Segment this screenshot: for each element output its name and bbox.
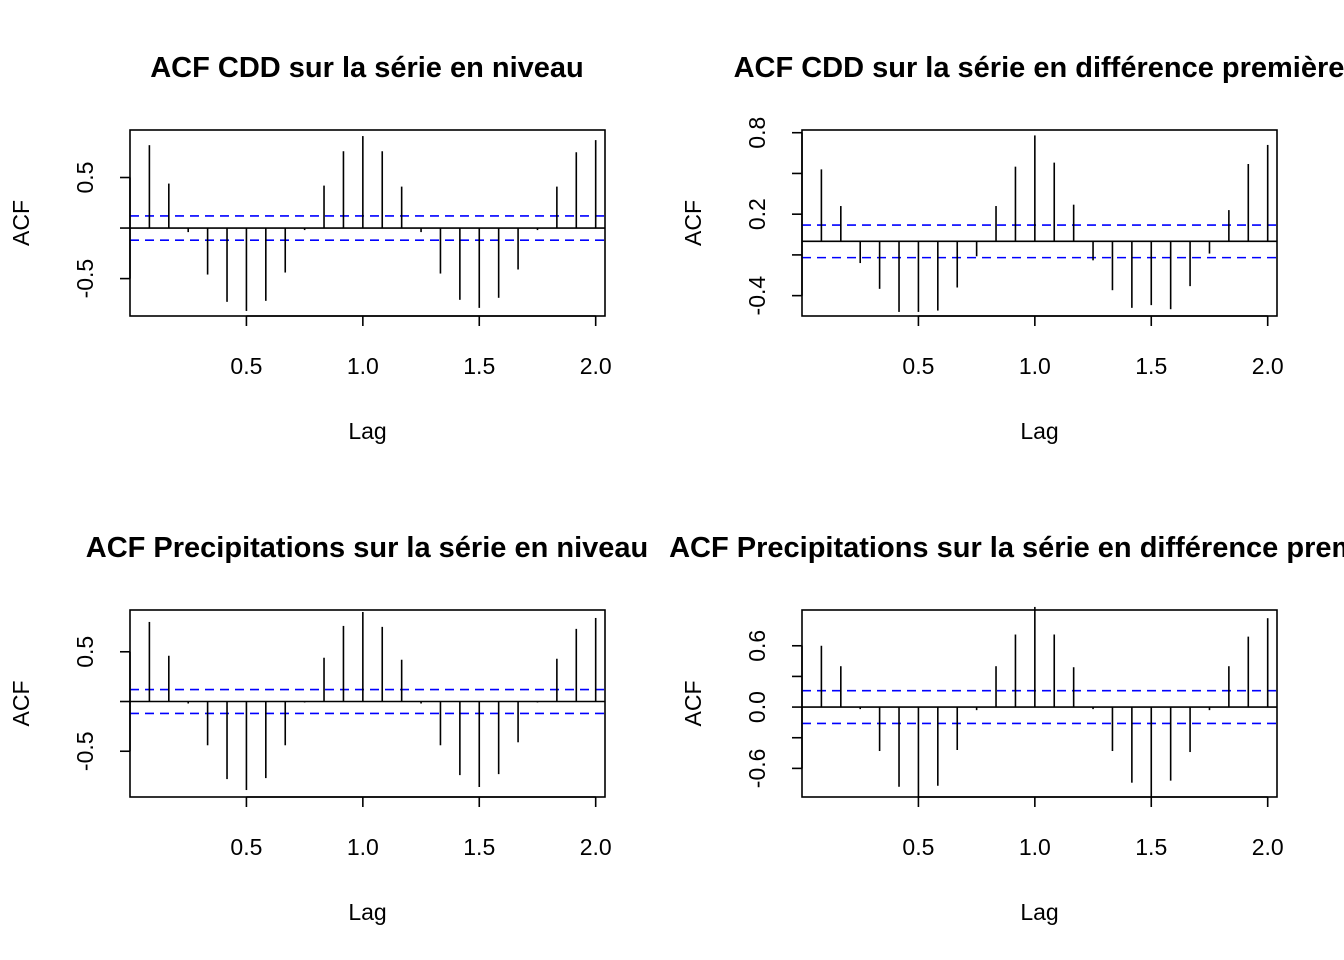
y-axis-label: ACF <box>8 681 34 727</box>
y-tick-label: 0.5 <box>72 162 98 194</box>
y-axis-label: ACF <box>680 681 706 727</box>
x-tick-label: 1.5 <box>463 353 495 379</box>
x-tick-label: 1.5 <box>1135 834 1167 860</box>
y-tick-label: 0.0 <box>744 691 770 723</box>
x-axis-label: Lag <box>1020 418 1058 444</box>
x-tick-label: 0.5 <box>902 353 934 379</box>
acf-panel-2: ACF CDD sur la série en différence premi… <box>680 52 1344 444</box>
x-tick-label: 2.0 <box>580 834 612 860</box>
x-tick-label: 2.0 <box>1252 834 1284 860</box>
x-tick-label: 0.5 <box>902 834 934 860</box>
x-tick-label: 1.5 <box>463 834 495 860</box>
y-tick-label: -0.4 <box>744 276 770 316</box>
y-tick-label: 0.6 <box>744 630 770 662</box>
x-tick-label: 1.0 <box>1019 353 1051 379</box>
x-tick-label: 1.0 <box>347 834 379 860</box>
x-tick-label: 0.5 <box>230 834 262 860</box>
y-tick-label: -0.6 <box>744 749 770 789</box>
x-axis-label: Lag <box>348 899 386 925</box>
x-tick-label: 2.0 <box>580 353 612 379</box>
y-tick-label: -0.5 <box>72 259 98 299</box>
x-axis-label: Lag <box>348 418 386 444</box>
x-tick-label: 1.0 <box>347 353 379 379</box>
plot-frame <box>801 609 1278 798</box>
chart-title: ACF Precipitations sur la série en diffé… <box>669 532 1344 564</box>
y-tick-label: -0.5 <box>72 731 98 771</box>
plot-frame <box>129 609 606 798</box>
chart-title: ACF CDD sur la série en différence premi… <box>734 52 1344 84</box>
y-tick-label: 0.5 <box>72 636 98 668</box>
x-tick-label: 1.5 <box>1135 353 1167 379</box>
x-tick-label: 1.0 <box>1019 834 1051 860</box>
x-tick-label: 0.5 <box>230 353 262 379</box>
x-axis-label: Lag <box>1020 899 1058 925</box>
acf-panel-1: ACF CDD sur la série en niveau 0.5 1.0 1.5 2… <box>8 52 612 444</box>
y-axis-label: ACF <box>680 200 706 246</box>
acf-panel-4: ACF Precipitations sur la série en diffé… <box>669 532 1344 925</box>
y-axis-label: ACF <box>8 200 34 246</box>
y-tick-label: 0.8 <box>744 117 770 149</box>
x-tick-label: 2.0 <box>1252 353 1284 379</box>
plot-frame <box>801 129 1278 317</box>
plot-frame <box>129 129 606 317</box>
acf-panel-3: ACF Precipitations sur la série en nivea… <box>8 532 648 925</box>
chart-title: ACF Precipitations sur la série en nivea… <box>86 532 648 564</box>
y-tick-label: 0.2 <box>744 198 770 230</box>
chart-title: ACF CDD sur la série en niveau <box>150 52 584 84</box>
